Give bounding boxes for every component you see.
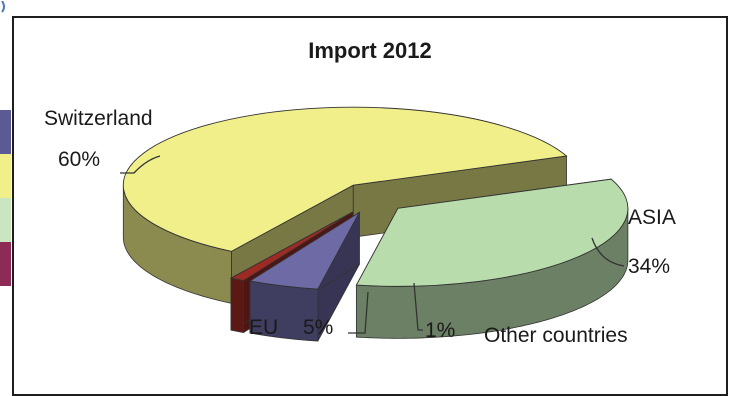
value-label-switzerland: 60% [58,148,100,171]
side-swatch [0,154,11,198]
side-swatch [0,110,11,154]
side-swatch [0,198,11,242]
slice-eu [248,211,361,342]
value-label-other-countries: 1% [425,319,455,342]
chart-stage: Import 2012 Switzerland 60% ASIA 34% EU 5% 1% O… [0,0,728,396]
pie-chart: Import 2012 Switzerland 60% ASIA 34% EU 5% 1% O… [44,38,676,347]
leader-other-countries [413,282,423,331]
side-swatch [0,242,11,286]
leader-switzerland [120,155,161,174]
chart-title: Import 2012 [308,38,432,63]
label-asia: ASIA [628,206,676,229]
value-label-eu: 5% [303,316,333,339]
leader-asia [591,237,625,267]
leader-eu [348,291,369,334]
label-switzerland: Switzerland [44,107,153,130]
value-label-asia: 34% [628,255,670,278]
cropped-corner-mark [0,0,10,13]
label-eu: EU [249,316,278,339]
label-other-countries: Other countries [484,324,628,347]
